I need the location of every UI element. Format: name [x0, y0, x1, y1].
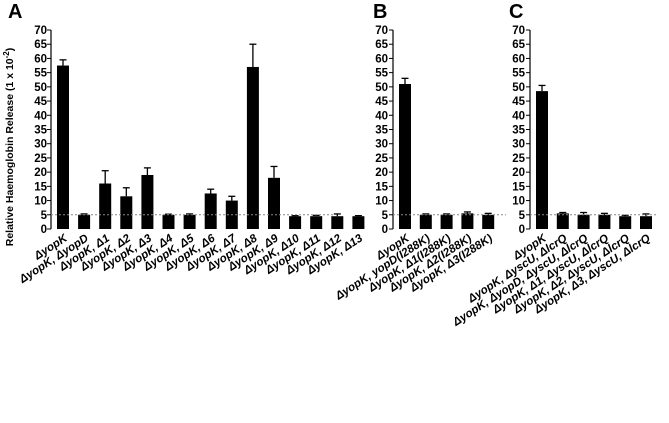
bar	[289, 216, 302, 229]
y-tick-label: 35	[375, 125, 388, 137]
y-tick-label: 20	[375, 167, 388, 179]
bar	[536, 91, 548, 229]
bar	[331, 216, 344, 229]
bar	[204, 193, 217, 229]
y-tick-label: 45	[34, 96, 47, 108]
y-tick-label: 15	[375, 181, 388, 193]
bar	[246, 66, 259, 229]
y-tick-label: 10	[34, 196, 47, 208]
bar	[598, 214, 611, 229]
y-tick-label: 70	[512, 25, 525, 37]
bar	[120, 196, 133, 229]
y-tick-label: 25	[375, 153, 388, 165]
y-tick-label: 65	[34, 39, 47, 51]
panel-c-chart: C0510152025303540455055606570ΔyopKΔyopK,…	[450, 1, 658, 329]
bar	[268, 177, 280, 229]
y-tick-label: 20	[34, 167, 47, 179]
y-tick-label: 50	[34, 82, 47, 94]
y-tick-label: 55	[34, 68, 47, 80]
y-tick-label: 5	[382, 210, 389, 222]
bar	[419, 214, 432, 229]
bar	[577, 214, 590, 229]
bar	[141, 174, 154, 229]
y-tick-label: 35	[34, 125, 47, 137]
y-tick-label: 5	[41, 210, 48, 222]
y-tick-label: 30	[512, 139, 525, 151]
bar	[482, 214, 495, 229]
y-tick-label: 45	[512, 96, 525, 108]
bar	[162, 214, 175, 229]
panel-letter-c: C	[509, 1, 523, 23]
y-tick-label: 60	[375, 53, 388, 65]
y-tick-label: 25	[34, 153, 47, 165]
y-axis-label: Relative Haemoglobin Release (1 x 10-2)	[2, 48, 16, 247]
bar	[619, 216, 632, 229]
y-tick-label: 60	[512, 53, 525, 65]
y-tick-label: 55	[512, 68, 525, 80]
y-tick-label: 70	[34, 25, 47, 37]
y-tick-label: 10	[512, 196, 525, 208]
y-tick-label: 30	[375, 139, 388, 151]
bar	[440, 214, 453, 229]
panel-b-chart: B0510152025303540455055606570ΔyopKΔyopK,…	[333, 1, 506, 303]
y-tick-label: 0	[519, 224, 525, 236]
y-tick-label: 50	[375, 82, 388, 94]
y-tick-label: 15	[34, 181, 47, 193]
bar	[399, 84, 411, 229]
bar	[556, 213, 569, 229]
y-tick-label: 5	[519, 210, 526, 222]
y-tick-label: 40	[375, 110, 388, 122]
bar	[461, 213, 474, 229]
panel-letter-a: A	[8, 1, 22, 23]
panel-letter-b: B	[373, 1, 387, 23]
y-tick-label: 20	[512, 167, 525, 179]
y-tick-label: 15	[512, 181, 525, 193]
y-tick-label: 50	[512, 82, 525, 94]
y-tick-label: 0	[382, 224, 388, 236]
y-tick-label: 30	[34, 139, 47, 151]
y-tick-label: 65	[512, 39, 525, 51]
bar	[57, 65, 69, 230]
y-tick-label: 40	[512, 110, 525, 122]
bar	[183, 214, 196, 229]
y-tick-label: 0	[41, 224, 47, 236]
panel-a-chart: A0510152025303540455055606570ΔyopKΔyopK,…	[8, 1, 366, 286]
y-axis-label-exponent: -2	[2, 51, 11, 59]
bar	[78, 214, 91, 229]
bar	[352, 216, 365, 229]
y-tick-label: 60	[34, 53, 47, 65]
y-tick-label: 40	[34, 110, 47, 122]
y-tick-label: 10	[375, 196, 388, 208]
bar	[640, 216, 652, 229]
y-axis-label-main: Relative Haemoglobin Release (1 x 10	[4, 58, 16, 246]
bar	[99, 183, 112, 229]
y-tick-label: 65	[375, 39, 388, 51]
y-tick-label: 45	[375, 96, 388, 108]
bar	[310, 216, 323, 229]
y-tick-label: 70	[375, 25, 388, 37]
y-tick-label: 55	[375, 68, 388, 80]
y-axis-label-close: )	[4, 48, 16, 52]
y-tick-label: 35	[512, 125, 525, 137]
y-tick-label: 25	[512, 153, 525, 165]
